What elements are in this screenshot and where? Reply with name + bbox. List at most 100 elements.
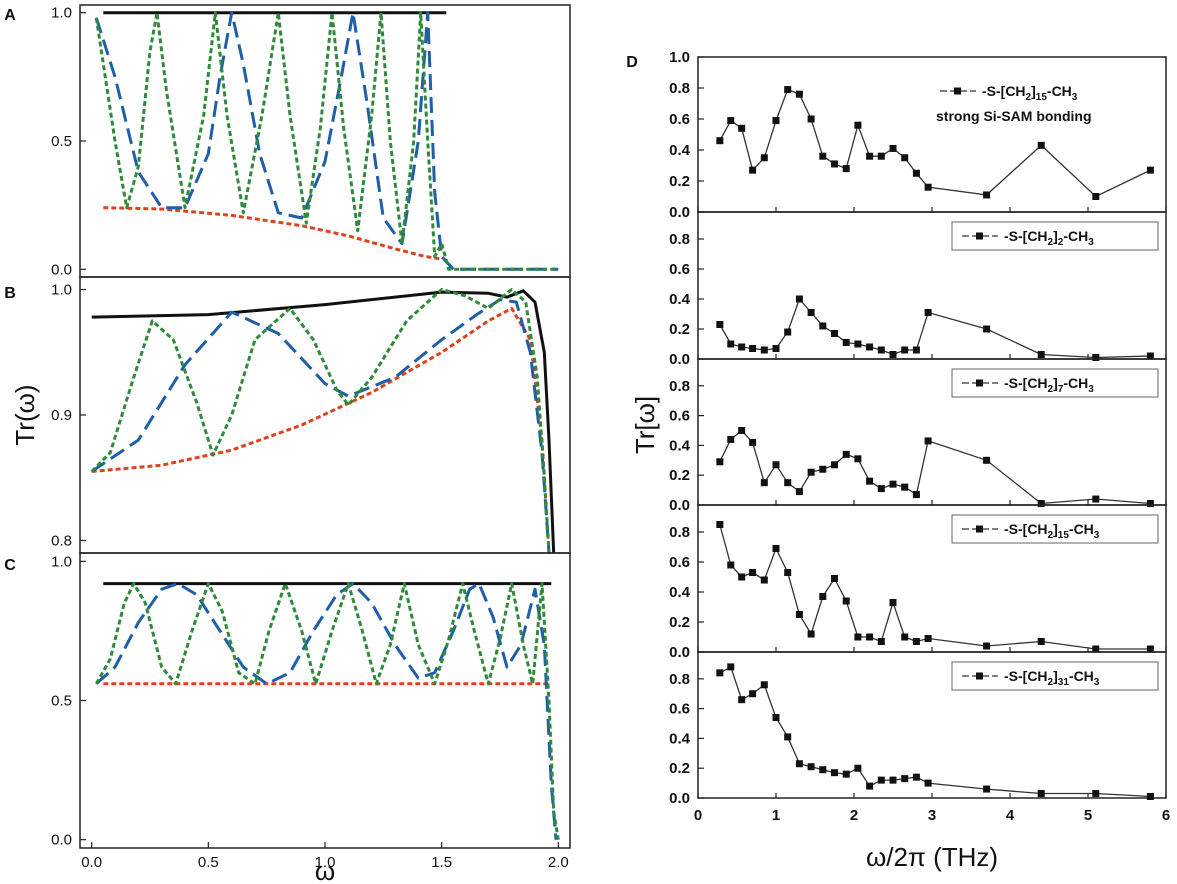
data-point [807, 115, 815, 123]
data-point [716, 321, 724, 328]
x-axis-title: ω/2π (THz) [866, 842, 998, 872]
y-tick-label: 0.2 [669, 321, 690, 338]
series-green-line [90, 288, 551, 553]
data-point [842, 450, 850, 458]
series-group [94, 11, 559, 271]
y-axis-title: Tr(ω) [10, 384, 40, 445]
panel-letter-a: A [4, 7, 16, 24]
left-panels: 0.0 0.5 1.0 A 0.8 0.9 1.0 B Tr(ω) 0.0 0.5 1.0 0.0 0.5… [4, 4, 571, 884]
y-tick-label: 0.4 [669, 437, 691, 454]
y-tick-label: 0.0 [51, 261, 72, 278]
legend-label-part: 3 [1094, 530, 1100, 541]
legend: -S-[CH2]15-CH3 strong Si-SAM bonding [936, 83, 1092, 124]
legend-label-part: ] [1031, 83, 1036, 99]
data-point [901, 154, 909, 162]
y-axis-title: Tr[ω] [630, 396, 660, 454]
y-tick-label: 0.4 [669, 730, 691, 747]
data-point [749, 438, 757, 446]
series-blue-line [95, 582, 558, 840]
data-point [807, 630, 815, 638]
data-point [795, 760, 803, 768]
data-point [819, 322, 827, 330]
legend-label-part: ] [1053, 521, 1058, 537]
data-point [784, 569, 792, 576]
y-tick-label: 0.6 [669, 111, 690, 128]
series-green-line [94, 11, 559, 271]
x-tick-label: 0.5 [198, 854, 219, 871]
data-point [831, 575, 838, 582]
data-point [760, 681, 768, 689]
legend-label-part: -CH [1063, 375, 1088, 391]
legend-label-part: -S-[CH [1004, 375, 1048, 391]
data-point [889, 144, 897, 152]
data-point [854, 455, 862, 463]
y-tick-label: 0.2 [669, 760, 690, 777]
data-point [1092, 645, 1100, 653]
data-point [795, 295, 803, 303]
data-point [854, 340, 862, 348]
series-group [90, 288, 556, 553]
data-point [866, 152, 874, 160]
data-point [727, 561, 735, 569]
data-point [807, 763, 815, 771]
legend-label-part: 2 [1048, 677, 1054, 688]
subplot-5: 0.00.20.40.60.80 1 2 3 4 5 6-S-[CH2]31-CH3 [669, 651, 1170, 824]
data-point [889, 480, 897, 488]
legend-label: -S-[CH2]31-CH3 [1004, 668, 1100, 688]
data-point [1037, 141, 1045, 149]
legend-label-part: 2 [1048, 237, 1054, 248]
y-tick-label: 0.0 [669, 497, 690, 514]
data-point [912, 773, 920, 781]
y-tick-label: 0.6 [669, 554, 690, 571]
data-point [924, 437, 932, 445]
data-point [866, 477, 874, 485]
data-point [901, 483, 909, 491]
legend-label-part: 2 [1058, 237, 1064, 248]
data-point [1037, 790, 1045, 798]
legend-label-part: -CH [1069, 521, 1094, 537]
series-blue-line [94, 11, 559, 271]
legend: -S-[CH2]2-CH3 [951, 221, 1159, 251]
data-point [716, 669, 724, 677]
y-tick-label: 0.8 [669, 671, 690, 688]
data-point [784, 86, 792, 94]
legend-label-part: ] [1053, 375, 1058, 391]
data-point [1146, 793, 1154, 801]
legend: -S-[CH2]7-CH3 [951, 368, 1159, 398]
data-point [795, 90, 803, 98]
data-point [716, 458, 724, 466]
panel-letter-c: C [4, 557, 16, 574]
data-point [819, 152, 827, 160]
data-point [1146, 500, 1154, 508]
data-point [889, 351, 897, 358]
data-point [912, 638, 920, 645]
data-point [901, 346, 909, 354]
data-point [854, 633, 862, 641]
data-point [831, 461, 838, 469]
legend-label: -S-[CH2]7-CH3 [1004, 375, 1094, 395]
legend-label: -S-[CH2]15-CH3 [1004, 521, 1100, 541]
legend-label-part: 15 [1036, 92, 1048, 103]
y-tick-label: 0.6 [669, 261, 690, 278]
y-tick-label: 1.0 [669, 49, 690, 66]
legend-label-part: -S-[CH [1004, 521, 1048, 537]
legend-label-part: 3 [1088, 384, 1094, 395]
y-tick-label: 0.2 [669, 467, 690, 484]
series-line [719, 88, 1151, 198]
panel-a: 0.0 0.5 1.0 A [4, 4, 571, 278]
y-tick-label: 0.4 [669, 291, 691, 308]
data-point [749, 345, 757, 352]
x-tick-label: 2.0 [548, 854, 569, 871]
data-point [819, 593, 827, 600]
data-point [738, 343, 746, 351]
legend-marker [976, 379, 983, 387]
data-point [866, 782, 874, 790]
legend-label-part: -CH [1047, 83, 1072, 99]
data-point [983, 191, 991, 199]
x-tick-label: 0 [694, 807, 702, 824]
y-tick-label: 0.8 [51, 532, 72, 549]
data-point [727, 117, 735, 125]
series-red-line [91, 306, 551, 553]
legend-label-part: 3 [1072, 92, 1078, 103]
